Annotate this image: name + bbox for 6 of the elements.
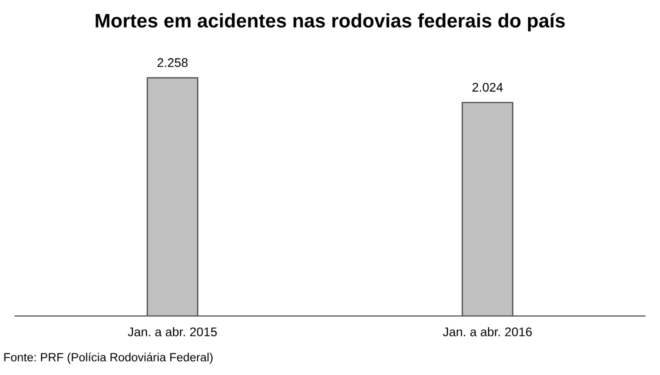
- source-note: Fonte: PRF (Polícia Rodoviária Federal): [4, 352, 213, 364]
- x-tick-label: Jan. a abr. 2015: [128, 327, 217, 336]
- data-label: 2.258: [157, 58, 188, 68]
- data-label: 2.024: [472, 82, 503, 92]
- chart-title: Mortes em acidentes nas rodovias federais do país: [96, 13, 565, 32]
- x-tick-label: Jan. a abr. 2016: [442, 327, 532, 336]
